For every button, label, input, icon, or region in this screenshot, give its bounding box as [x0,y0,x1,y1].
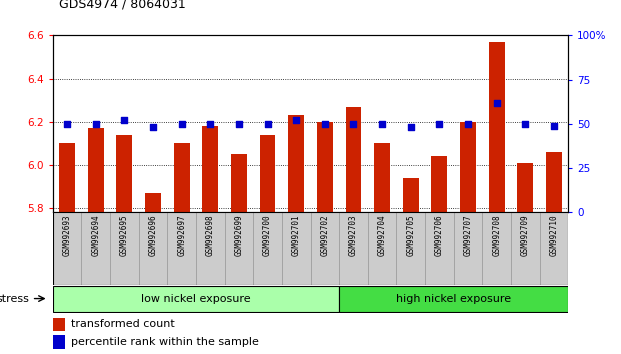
Bar [339,212,368,285]
Point [291,118,301,123]
Bar [53,318,65,331]
Point [406,125,415,130]
Text: GDS4974 / 8064031: GDS4974 / 8064031 [59,0,186,11]
Bar [225,212,253,285]
Bar [59,143,75,212]
Bar [53,286,339,312]
Bar [110,212,138,285]
Bar [310,212,339,285]
Bar [288,115,304,212]
Bar [260,135,276,212]
Bar [339,286,568,312]
Point [320,121,330,127]
Text: GSM992702: GSM992702 [320,215,329,256]
Bar [253,212,282,285]
Text: GSM992705: GSM992705 [406,215,415,256]
Point [549,123,559,129]
Bar [460,122,476,212]
Text: GSM992700: GSM992700 [263,215,272,256]
Text: stress: stress [0,293,29,304]
Bar [489,42,504,212]
Text: GSM992703: GSM992703 [349,215,358,256]
Bar [368,212,396,285]
Text: transformed count: transformed count [71,319,175,329]
Text: GSM992706: GSM992706 [435,215,444,256]
Point [435,121,445,127]
Text: GSM992704: GSM992704 [378,215,387,256]
Bar [202,126,218,212]
Bar [546,152,562,212]
Text: GSM992709: GSM992709 [521,215,530,256]
Bar [167,212,196,285]
Bar [282,212,310,285]
Point [377,121,387,127]
Point [520,121,530,127]
Bar [345,107,361,212]
Point [119,118,129,123]
Text: GSM992701: GSM992701 [292,215,301,256]
Text: GSM992708: GSM992708 [492,215,501,256]
Text: percentile rank within the sample: percentile rank within the sample [71,337,259,347]
Bar [483,212,511,285]
Bar [88,128,104,212]
Text: GSM992696: GSM992696 [148,215,158,256]
Point [348,121,358,127]
Point [62,121,72,127]
Text: GSM992693: GSM992693 [63,215,71,256]
Text: low nickel exposure: low nickel exposure [141,293,251,304]
Text: GSM992695: GSM992695 [120,215,129,256]
Point [492,100,502,105]
Bar [511,212,540,285]
Bar [540,212,568,285]
Point [263,121,273,127]
Bar [374,143,390,212]
Bar [403,178,419,212]
Bar [432,156,447,212]
Text: GSM992698: GSM992698 [206,215,215,256]
Point [234,121,244,127]
Bar [174,143,189,212]
Bar [53,335,65,349]
Point [177,121,187,127]
Bar [454,212,483,285]
Bar [317,122,333,212]
Point [148,125,158,130]
Text: GSM992694: GSM992694 [91,215,100,256]
Point [91,121,101,127]
Text: GSM992710: GSM992710 [550,215,558,256]
Text: GSM992699: GSM992699 [234,215,243,256]
Point [206,121,215,127]
Bar [53,212,81,285]
Point [463,121,473,127]
Bar [117,135,132,212]
Bar [145,193,161,212]
Text: high nickel exposure: high nickel exposure [396,293,511,304]
Bar [81,212,110,285]
Text: GSM992697: GSM992697 [177,215,186,256]
Bar [517,163,533,212]
Bar [396,212,425,285]
Text: GSM992707: GSM992707 [463,215,473,256]
Bar [196,212,225,285]
Bar [425,212,454,285]
Bar [138,212,167,285]
Bar [231,154,247,212]
